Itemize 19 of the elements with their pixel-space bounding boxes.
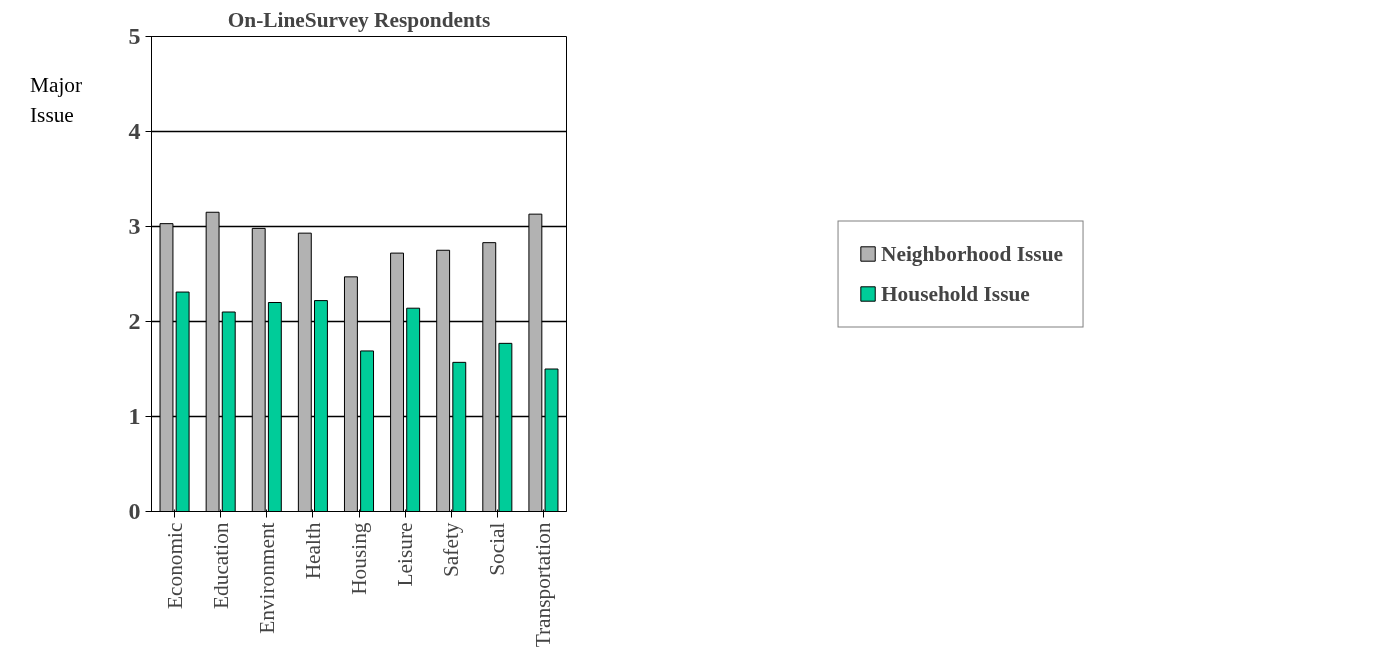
legend-label: Neighborhood Issue (881, 241, 1063, 266)
x-tick-label: Leisure (393, 522, 418, 587)
x-tick-label: Education (208, 522, 233, 609)
x-tick-label: Housing (347, 522, 371, 595)
y-tick-label: 5 (128, 23, 141, 49)
chart-title: On-LineSurvey Respondents (227, 7, 491, 32)
x-tick-label: Economic (162, 522, 187, 609)
y-tick-label: 0 (128, 498, 141, 524)
y-axis-title: Major Issue (30, 72, 83, 130)
x-tick-label: Social (485, 522, 510, 576)
y-tick-label: 4 (128, 118, 141, 144)
x-tick-label: Safety (439, 522, 464, 577)
legend-label: Household Issue (881, 281, 1030, 306)
y-tick-label: 1 (128, 403, 141, 429)
x-tick-label: Environment (254, 522, 279, 634)
y-tick-label: 3 (128, 213, 141, 239)
x-tick-label: Health (300, 522, 325, 580)
x-tick-label: Transportation (531, 522, 556, 648)
y-tick-label: 2 (128, 308, 141, 334)
